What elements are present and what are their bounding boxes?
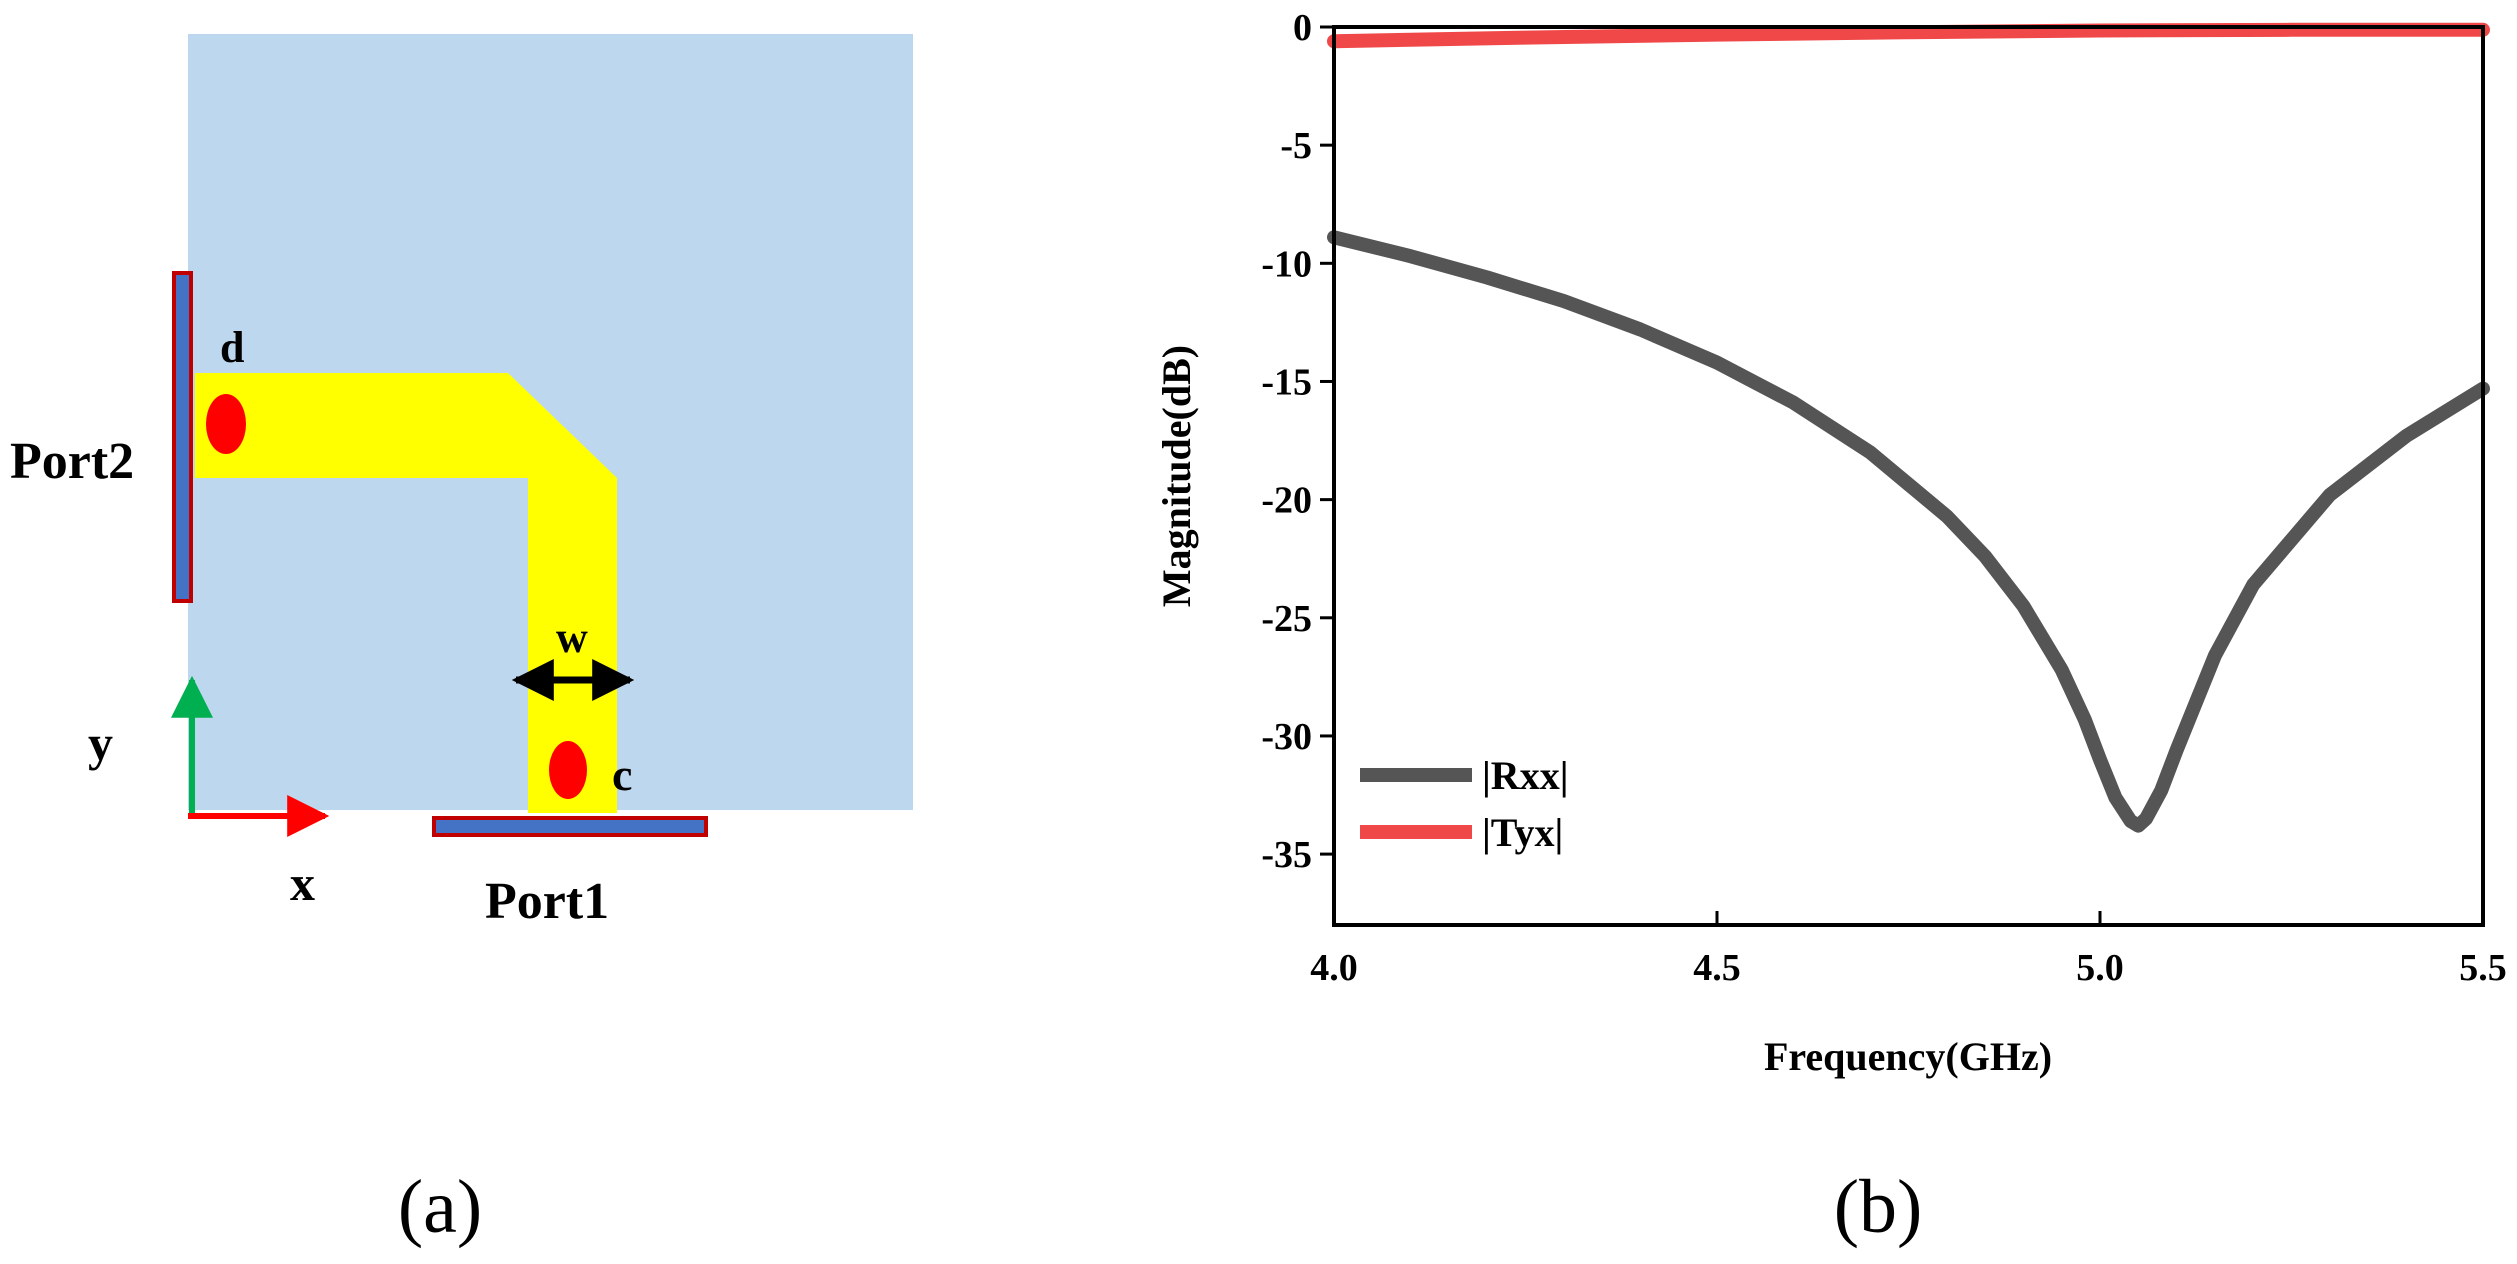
y-tick-label: -35	[1261, 834, 1312, 876]
y-tick-label: -25	[1261, 598, 1312, 640]
y-ticks: 0 -5 -10 -15 -20 -25 -30 -35	[1261, 7, 1334, 876]
y-tick-label: -15	[1261, 361, 1312, 403]
y-axis-label: y	[88, 715, 113, 771]
legend-label-rxx: |Rxx|	[1482, 753, 1569, 798]
port2-bar	[172, 271, 193, 603]
panel-b-chart: 4.0 4.5 5.0 5.5 0 -5 -10 -15 -20 -25 -30 -35 Frequ…	[1154, 7, 2507, 1249]
plot-frame	[1332, 25, 2485, 927]
via-c	[549, 741, 587, 799]
x-tick-label: 4.0	[1310, 947, 1358, 989]
x-tick-label: 4.5	[1693, 947, 1741, 989]
y-tick-label: -5	[1280, 125, 1312, 167]
point-d-label: d	[220, 323, 244, 372]
panel-b-caption: (b)	[1834, 1165, 1923, 1249]
y-tick-label: -30	[1261, 716, 1312, 758]
port2-label: Port2	[10, 433, 134, 490]
legend-label-tyx: |Tyx|	[1482, 810, 1563, 855]
x-axis-label: x	[290, 855, 315, 911]
y-tick-label: -10	[1261, 243, 1312, 285]
legend: |Rxx| |Tyx|	[1360, 753, 1569, 855]
x-tick-label: 5.0	[2076, 947, 2124, 989]
x-ticks: 4.0 4.5 5.0 5.5	[1310, 911, 2507, 989]
panel-a-schematic: Port2 Port1 d c w y x (a)	[10, 34, 913, 1249]
series-line-tyx	[1327, 22, 2490, 49]
port1-label: Port1	[485, 873, 609, 930]
width-label: w	[556, 613, 588, 662]
via-d	[206, 394, 246, 454]
x-axis-title: Frequency(GHz)	[1764, 1034, 2052, 1079]
y-tick-label: -20	[1261, 480, 1312, 522]
point-c-label: c	[612, 749, 632, 800]
x-tick-label: 5.5	[2459, 947, 2507, 989]
y-axis-title: Magnitude(dB)	[1154, 345, 1199, 607]
port1-bar	[432, 816, 708, 837]
series-line-rxx	[1327, 230, 2490, 833]
plot-lines	[1327, 22, 2490, 833]
panel-a-caption: (a)	[398, 1165, 482, 1249]
y-tick-label: 0	[1293, 7, 1312, 49]
